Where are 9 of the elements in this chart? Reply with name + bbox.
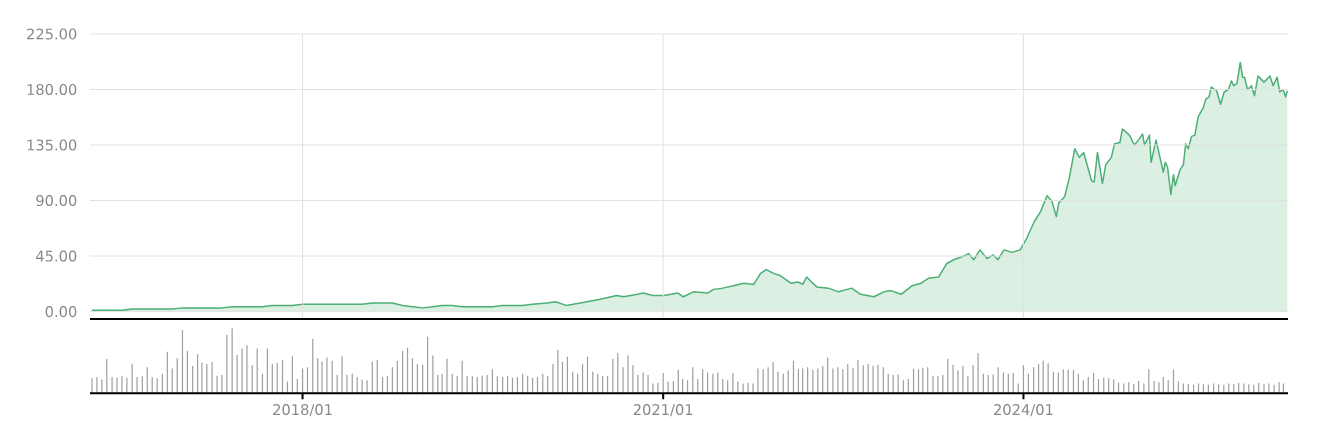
- y-tick-label: 135.00: [27, 139, 77, 151]
- y-tick-label: 180.00: [27, 83, 77, 96]
- y-tick-label: 45.00: [36, 250, 77, 262]
- x-tick-label: 2024/01: [994, 404, 1053, 417]
- y-tick-label: 90.00: [36, 195, 77, 207]
- y-tick-label: 225.00: [27, 28, 77, 40]
- x-tick-label: 2021/01: [633, 404, 693, 417]
- x-tick-label: 2018/01: [273, 404, 332, 417]
- y-tick-label: 0.00: [45, 306, 77, 318]
